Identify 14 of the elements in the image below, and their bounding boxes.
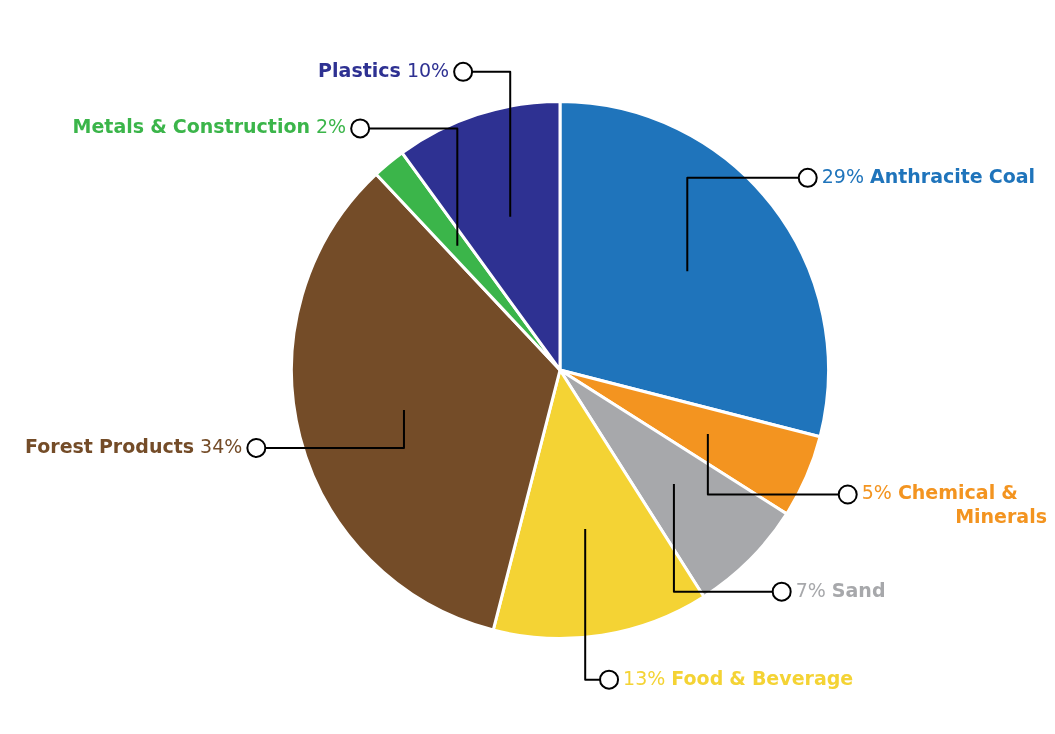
data-label: 2% bbox=[316, 115, 347, 138]
slice-label: Anthracite Coal bbox=[869, 164, 1036, 187]
data-label: 34% bbox=[200, 434, 243, 457]
data-label: 7% bbox=[795, 578, 826, 601]
slice-label: Forest Products bbox=[25, 434, 195, 457]
data-label: 13% bbox=[623, 666, 666, 689]
data-label: 29% bbox=[821, 164, 864, 187]
slice-label: Plastics bbox=[318, 58, 401, 81]
data-label: 10% bbox=[406, 58, 450, 81]
slice-label: Sand bbox=[831, 578, 886, 601]
slice-label: Food & Beverage bbox=[671, 666, 854, 689]
slice-label: Chemical & Minerals bbox=[897, 481, 1048, 528]
slice-label: Metals & Construction bbox=[72, 115, 310, 138]
data-label: 5% bbox=[861, 481, 892, 504]
